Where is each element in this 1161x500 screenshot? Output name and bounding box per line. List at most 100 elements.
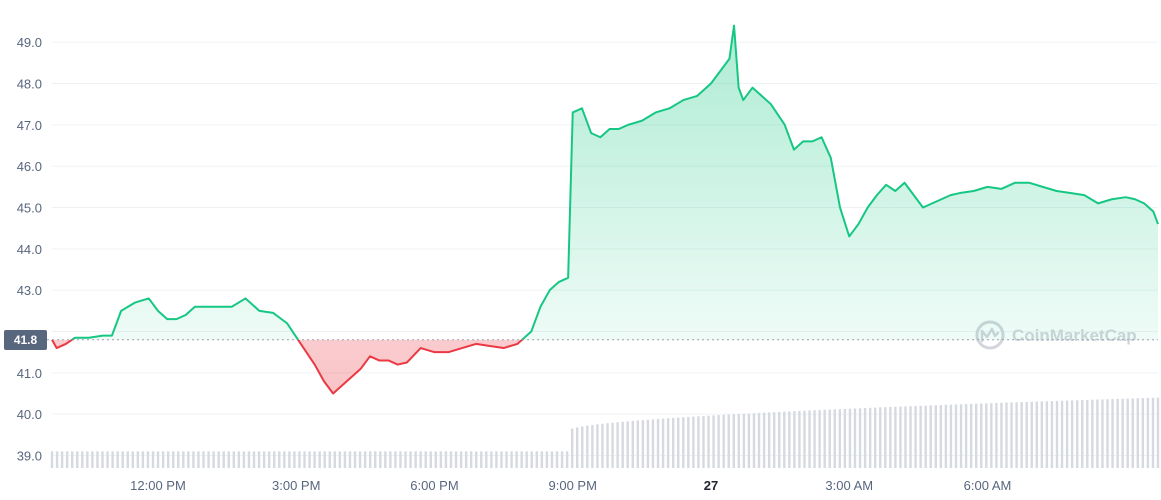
y-tick-label: 46.0 [17,159,42,174]
volume-bar [409,451,412,468]
volume-bar [747,413,751,468]
volume-bar [682,417,685,468]
volume-bar [1091,399,1094,468]
volume-bar [126,451,129,468]
volume-bar [565,451,569,468]
y-tick-label: 45.0 [17,201,42,216]
volume-bar [712,415,715,468]
volume-bar [899,406,902,468]
volume-bar [146,451,150,468]
volume-bar [81,451,84,468]
volume-bar [606,423,609,468]
volume-bar [475,451,478,468]
volume-bar [985,403,988,468]
x-tick-label: 6:00 AM [964,478,1012,493]
volume-bar [1096,399,1099,468]
volume-bar [166,451,170,468]
volume-bar [106,451,109,468]
volume-bar [1000,402,1003,468]
volume-bar [1015,402,1018,468]
volume-bar [641,420,645,468]
volume-bar [581,426,584,468]
volume-bar [873,407,877,468]
volume-bar [1116,398,1119,468]
volume-bar [399,451,402,468]
volume-bar [823,409,826,468]
volume-bar [86,451,89,468]
volume-bar [1070,400,1074,468]
volume-bar [485,451,488,468]
volume-bar [65,451,69,468]
volume-bar [1060,400,1064,468]
area-fill-down [52,339,1158,394]
volume-bar [318,451,321,468]
volume-bar [1131,398,1134,468]
current-price-tag: 41.8 [4,330,47,350]
volume-bar [636,420,640,468]
volume-bar [192,451,195,468]
x-tick-label: 6:00 PM [410,478,458,493]
volume-bar [247,451,251,468]
volume-bar [71,451,74,468]
volume-bar [601,423,604,468]
volume-bar [267,451,271,468]
volume-bar [707,415,710,468]
volume-bar [717,415,720,468]
volume-bar [273,451,276,468]
volume-bar [459,451,463,468]
volume-bar [530,451,533,468]
volume-bar [1065,400,1069,468]
volume-bar [742,413,746,468]
volume-bar [328,451,331,468]
volume-bar [172,451,175,468]
volume-bar [374,451,377,468]
volume-bar [323,451,326,468]
volume-bar [1111,399,1114,468]
volume-bar [732,414,735,468]
y-tick-label: 41.0 [17,366,42,381]
volume-bar [692,416,695,468]
y-tick-label: 48.0 [17,77,42,92]
volume-bar [591,424,594,468]
volume-bar [202,451,205,468]
volume-bar [308,451,311,468]
volume-bar [505,451,508,468]
volume-bar [631,420,634,468]
volume-bar [555,451,559,468]
y-tick-label: 39.0 [17,449,42,464]
volume-bar [429,451,432,468]
price-tag-label: 41.8 [14,333,38,347]
volume-bar [596,424,599,468]
volume-bar [727,414,730,468]
volume-bar [793,411,796,468]
volume-bar [889,406,892,468]
volume-bar [469,451,473,468]
y-axis: 49.0 48.0 47.0 46.0 45.0 44.0 43.0 41.0 40.0 39.0 [17,35,42,463]
volume-bar [798,410,801,468]
volume-bar [969,403,973,468]
volume-bar [540,451,544,468]
x-tick-label: 9:00 PM [549,478,597,493]
price-tag-background [4,330,47,350]
volume-bar [545,451,549,468]
volume-bar [677,417,680,468]
volume-bar [1121,398,1124,468]
volume-bar [621,421,624,468]
volume-bar [353,451,357,468]
volume-bar [535,451,539,468]
volume-bar [197,451,200,468]
volume-bar [237,451,241,468]
volume-bar [480,451,483,468]
volume-bar [944,404,948,468]
volume-bar [424,451,427,468]
volume-bar [454,451,458,468]
volume-bar [217,451,220,468]
volume-bar [1055,400,1059,468]
volume-bar [91,451,94,468]
volume-bar [904,406,907,468]
volume-bar [404,451,407,468]
volume-bar [687,416,690,468]
volume-bar [560,451,564,468]
x-tick-label: 3:00 AM [825,478,873,493]
